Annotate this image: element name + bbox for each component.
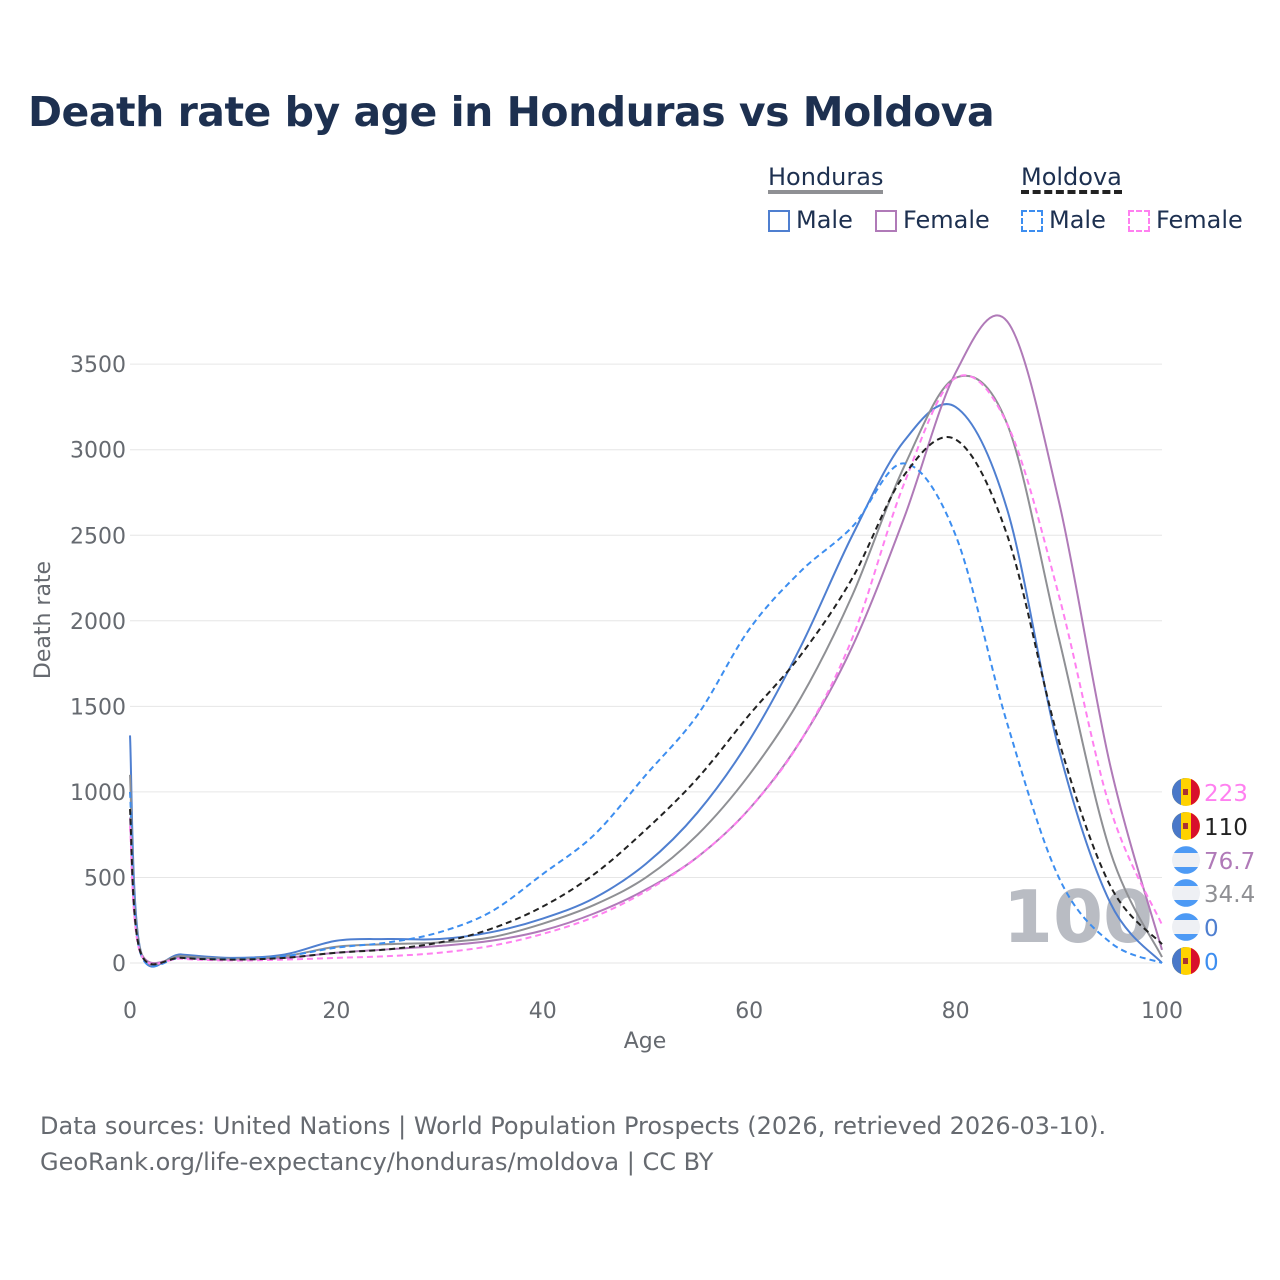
end-value-label: 34.4 bbox=[1204, 882, 1255, 908]
legend-swatch bbox=[768, 210, 790, 232]
x-tick-label: 80 bbox=[942, 999, 970, 1024]
x-tick-label: 0 bbox=[123, 999, 137, 1024]
y-tick-label: 3500 bbox=[70, 353, 126, 378]
x-tick-label: 100 bbox=[1141, 999, 1183, 1024]
end-value-label: 0 bbox=[1204, 950, 1219, 976]
y-axis-label: Death rate bbox=[31, 561, 56, 679]
series-line-moldova-male[interactable] bbox=[129, 462, 1163, 968]
end-value-label: 223 bbox=[1204, 781, 1248, 807]
legend-label: Male bbox=[1049, 206, 1106, 234]
y-tick-label: 3000 bbox=[70, 439, 126, 464]
series-line-honduras-total[interactable] bbox=[129, 374, 1163, 966]
legend-group-moldova[interactable]: Moldova bbox=[1021, 164, 1122, 194]
source-line: Data sources: United Nations | World Pop… bbox=[40, 1112, 1107, 1140]
source-note: Data sources: United Nations | World Pop… bbox=[40, 1108, 1106, 1180]
end-label: 110 bbox=[1172, 812, 1248, 841]
legend-honduras-male[interactable]: Male bbox=[768, 206, 853, 234]
legend-label: Male bbox=[796, 206, 853, 234]
legend-label: Female bbox=[1156, 206, 1243, 234]
legend-group-honduras[interactable]: Honduras bbox=[768, 164, 884, 194]
legend-swatch bbox=[875, 210, 897, 232]
end-label: 34.4 bbox=[1172, 879, 1255, 908]
x-tick-label: 60 bbox=[735, 999, 763, 1024]
x-tick-label: 40 bbox=[529, 999, 557, 1024]
series-line-moldova-female[interactable] bbox=[129, 374, 1163, 965]
y-tick-label: 1500 bbox=[70, 695, 126, 720]
end-value-label: 0 bbox=[1204, 916, 1219, 942]
x-tick-label: 20 bbox=[322, 999, 350, 1024]
legend-label: Female bbox=[903, 206, 990, 234]
x-axis-label: Age bbox=[624, 1029, 667, 1054]
end-label: 223 bbox=[1172, 778, 1248, 807]
end-label: 0 bbox=[1172, 947, 1219, 976]
end-label: 0 bbox=[1172, 913, 1219, 942]
end-value-label: 110 bbox=[1204, 815, 1248, 841]
legend-moldova-female[interactable]: Female bbox=[1128, 206, 1243, 234]
watermark: 100 bbox=[1003, 875, 1153, 959]
legend-moldova-male[interactable]: Male bbox=[1021, 206, 1106, 234]
legend-swatch bbox=[1021, 210, 1043, 232]
chart-title: Death rate by age in Honduras vs Moldova bbox=[28, 88, 995, 136]
legend-honduras-female[interactable]: Female bbox=[875, 206, 990, 234]
series-line-honduras-female[interactable] bbox=[129, 314, 1163, 965]
end-value-label: 76.7 bbox=[1204, 849, 1255, 875]
y-tick-label: 500 bbox=[84, 866, 126, 891]
legend-swatch bbox=[1128, 210, 1150, 232]
end-label: 76.7 bbox=[1172, 846, 1255, 875]
source-link[interactable]: GeoRank.org/life-expectancy/honduras/mol… bbox=[40, 1148, 714, 1176]
y-tick-label: 2500 bbox=[70, 524, 126, 549]
y-tick-label: 2000 bbox=[70, 610, 126, 635]
y-tick-label: 1000 bbox=[70, 781, 126, 806]
y-tick-label: 0 bbox=[112, 952, 126, 977]
